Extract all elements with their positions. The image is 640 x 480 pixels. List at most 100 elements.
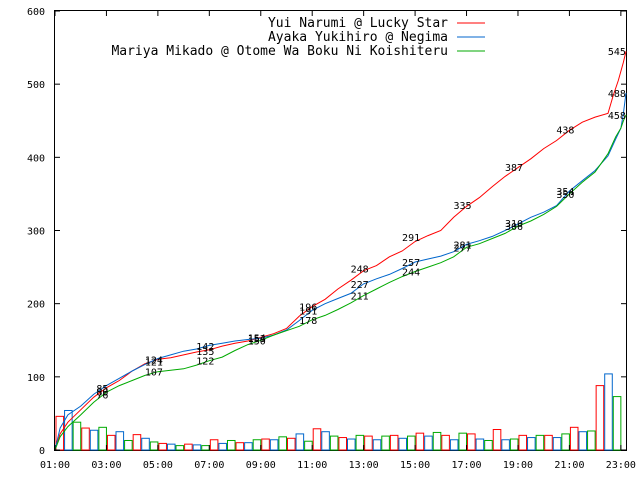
data-label: 124 <box>145 355 163 366</box>
hourly-bar <box>569 426 579 451</box>
hourly-bar <box>218 442 227 451</box>
hourly-bar <box>467 433 476 451</box>
data-label: 335 <box>454 201 472 212</box>
data-label: 191 <box>299 306 317 317</box>
hourly-bar <box>415 432 425 451</box>
hourly-bar <box>492 429 502 451</box>
hourly-bar <box>595 385 605 451</box>
hourly-bar <box>449 439 459 451</box>
hourly-bar <box>587 430 596 451</box>
hourly-bar <box>535 434 545 451</box>
hourly-bar <box>578 431 588 451</box>
hourly-bar <box>424 435 433 451</box>
hourly-bar <box>252 439 262 451</box>
data-label: 154 <box>248 333 266 344</box>
hourly-bar <box>278 436 287 451</box>
hourly-bar <box>407 435 416 451</box>
axis-ticks: 0 100 200 300 400 500 600 01:00 03:00 05:00 07:00 0… <box>27 7 636 471</box>
hourly-bar <box>527 437 536 451</box>
x-tick-label: 03:00 <box>91 460 121 471</box>
data-label: 310 <box>505 219 523 230</box>
hourly-bar <box>509 438 519 451</box>
hourly-bar <box>244 442 253 451</box>
hourly-bar <box>329 435 339 451</box>
hourly-bar <box>612 396 622 451</box>
data-label: 121 <box>145 357 163 368</box>
hourly-bars <box>55 373 622 451</box>
legend-label: Ayaka Yukihiro @ Negima <box>268 30 448 45</box>
x-tick-label: 01:00 <box>40 460 70 471</box>
data-label: 142 <box>196 342 214 353</box>
hourly-bar <box>304 440 313 451</box>
data-label: 153 <box>248 334 266 345</box>
data-label: 122 <box>196 357 214 368</box>
data-label: 248 <box>351 265 369 276</box>
data-label: 438 <box>556 126 574 137</box>
data-label: 85 <box>96 384 108 395</box>
y-tick-label: 0 <box>39 446 45 457</box>
hourly-bar <box>458 432 468 451</box>
hourly-bar <box>81 427 90 451</box>
hourly-bar <box>235 442 245 451</box>
cumulative-lines <box>54 51 627 451</box>
series-line <box>54 51 627 451</box>
y-tick-label: 200 <box>27 300 45 311</box>
hourly-bar <box>295 433 305 451</box>
hourly-bar <box>501 439 510 451</box>
x-tick-label: 21:00 <box>554 460 584 471</box>
hourly-bar <box>372 439 382 451</box>
hourly-bar <box>552 437 562 451</box>
x-tick-label: 23:00 <box>606 460 636 471</box>
legend-label: Yui Narumi @ Lucky Star <box>268 16 448 31</box>
data-label: 458 <box>608 111 626 122</box>
hourly-bar <box>184 443 193 451</box>
plot-frame <box>54 10 627 451</box>
x-tick-label: 11:00 <box>297 460 327 471</box>
data-label: 227 <box>351 280 369 291</box>
series-line <box>54 92 627 451</box>
hourly-bar <box>226 439 236 451</box>
hourly-bar <box>441 434 450 451</box>
data-label: 488 <box>608 89 626 100</box>
hourly-bar <box>347 438 356 451</box>
x-tick-label: 05:00 <box>143 460 173 471</box>
hourly-bar <box>201 445 210 451</box>
x-tick-label: 19:00 <box>503 460 533 471</box>
hourly-bar <box>484 439 493 451</box>
data-label: 277 <box>454 243 472 254</box>
data-label: 107 <box>145 368 163 379</box>
y-tick-label: 400 <box>27 153 45 164</box>
data-label: 244 <box>402 267 420 278</box>
hourly-bar <box>321 431 330 451</box>
hourly-bar <box>364 435 373 451</box>
data-label: 387 <box>505 163 523 174</box>
data-label: 281 <box>454 240 472 251</box>
data-labels: 85 124 135 154 196 248 291 335 387 438 545 80 121 142… <box>96 47 625 401</box>
y-tick-label: 600 <box>27 7 45 18</box>
hourly-bar <box>381 435 390 451</box>
y-tick-label: 100 <box>27 373 45 384</box>
hourly-bar <box>398 437 408 451</box>
y-tick-label: 300 <box>27 227 45 238</box>
hourly-bar <box>106 434 116 451</box>
x-tick-label: 17:00 <box>451 460 481 471</box>
hourly-bar <box>561 433 570 451</box>
data-label: 178 <box>299 316 317 327</box>
data-label: 150 <box>248 336 266 347</box>
legend-label: Mariya Mikado @ Otome Wa Boku Ni Koishit… <box>111 44 448 59</box>
data-label: 545 <box>608 47 626 58</box>
data-label: 80 <box>96 387 108 398</box>
x-tick-label: 09:00 <box>246 460 276 471</box>
x-tick-label: 07:00 <box>194 460 224 471</box>
hourly-bar <box>98 426 107 451</box>
x-tick-label: 15:00 <box>400 460 430 471</box>
hourly-bar <box>355 434 365 451</box>
hourly-bar <box>149 441 159 451</box>
data-label: 211 <box>351 292 369 303</box>
hourly-bar <box>89 429 99 451</box>
data-label: 135 <box>196 347 214 358</box>
hourly-bar <box>72 421 82 451</box>
data-label: 196 <box>299 303 317 314</box>
hourly-bar <box>192 444 202 451</box>
